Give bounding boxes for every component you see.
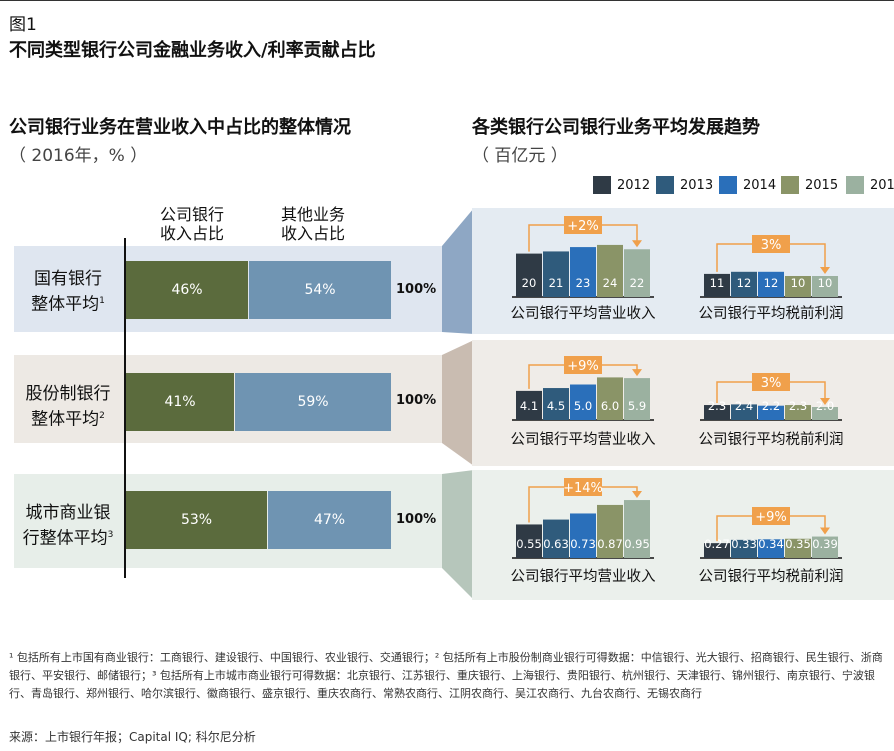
change-arrowhead bbox=[632, 369, 642, 376]
bar-value-label: 21 bbox=[549, 276, 564, 290]
bar-value-label: 0.33 bbox=[731, 537, 757, 551]
bar-value-label: 23 bbox=[576, 276, 591, 290]
change-label: +9% bbox=[755, 510, 787, 525]
chart-caption: 公司银行平均营业收入 bbox=[511, 568, 656, 585]
bar-value-label: 24 bbox=[603, 276, 618, 290]
change-arrowhead bbox=[632, 240, 642, 247]
change-arrowhead bbox=[820, 528, 830, 535]
chart-caption: 公司银行平均税前利润 bbox=[699, 431, 844, 448]
footnote: ¹ 包括所有上市国有商业银行：工商银行、建设银行、中国银行、农业银行、交通银行；… bbox=[9, 649, 889, 703]
bar-value-label: 4.5 bbox=[547, 399, 565, 413]
bar-value-label: 2.3 bbox=[789, 399, 807, 413]
bar-2013 bbox=[543, 251, 569, 297]
bar-value-label: 5.9 bbox=[628, 399, 646, 413]
bar-value-label: 5.0 bbox=[574, 399, 592, 413]
source-note: 来源：上市银行年报；Capital IQ; 科尔尼分析 bbox=[9, 728, 256, 745]
chart-caption: 公司银行平均营业收入 bbox=[511, 431, 656, 448]
bar-value-label: 0.55 bbox=[516, 537, 542, 551]
bar-value-label: 6.0 bbox=[601, 399, 619, 413]
bar-value-label: 2.2 bbox=[762, 399, 780, 413]
change-label: +9% bbox=[567, 359, 599, 374]
chart-caption: 公司银行平均税前利润 bbox=[699, 568, 844, 585]
change-arrowhead bbox=[820, 267, 830, 274]
bar-2014 bbox=[570, 513, 596, 558]
change-label: 3% bbox=[761, 238, 782, 253]
bar-value-label: 10 bbox=[791, 276, 806, 290]
bar-value-label: 22 bbox=[630, 276, 645, 290]
bar-value-label: 4.1 bbox=[520, 399, 538, 413]
bar-value-label: 0.87 bbox=[597, 537, 623, 551]
bar-value-label: 0.34 bbox=[758, 537, 784, 551]
chart-caption: 公司银行平均营业收入 bbox=[511, 305, 656, 322]
bar-value-label: 12 bbox=[764, 276, 779, 290]
change-label: 3% bbox=[761, 376, 782, 391]
bar-value-label: 0.95 bbox=[624, 537, 650, 551]
bar-value-label: 0.73 bbox=[570, 537, 596, 551]
bar-value-label: 2.4 bbox=[735, 399, 753, 413]
change-label: +2% bbox=[567, 219, 599, 234]
bar-value-label: 11 bbox=[710, 276, 725, 290]
bar-value-label: 0.35 bbox=[785, 537, 811, 551]
bar-value-label: 12 bbox=[737, 276, 752, 290]
trend-charts: 20 21 23 24 22 +2% 公司银行平均营业收入 11 12 12 10 10 3% 公司银行平… bbox=[0, 0, 894, 751]
bar-value-label: 0.39 bbox=[812, 537, 838, 551]
change-label: +14% bbox=[563, 481, 603, 496]
chart-caption: 公司银行平均税前利润 bbox=[699, 305, 844, 322]
bar-value-label: 10 bbox=[818, 276, 833, 290]
bar-value-label: 20 bbox=[522, 276, 537, 290]
bar-value-label: 0.63 bbox=[543, 537, 569, 551]
change-arrowhead bbox=[632, 491, 642, 498]
